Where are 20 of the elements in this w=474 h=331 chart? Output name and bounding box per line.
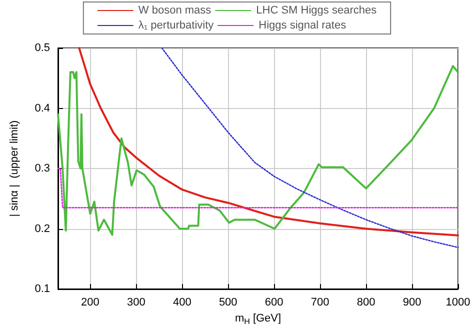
y-tick-label: 0.2 [34, 222, 50, 235]
y-axis-title: | sinα | (upper limit) [8, 120, 20, 217]
x-tick-label: 300 [126, 296, 146, 308]
line-series [161, 47, 459, 248]
legend-label: W boson mass [138, 4, 212, 16]
x-tick-label: 700 [310, 296, 330, 308]
y-tick-label: 0.4 [34, 102, 50, 114]
x-tick-label: 800 [356, 296, 376, 308]
x-tick-label: 400 [172, 296, 192, 308]
x-tick-label: 200 [81, 296, 100, 308]
legend-label: λ₁ perturbativity [138, 20, 214, 32]
legend-label: Higgs signal rates [258, 20, 347, 32]
y-tick-label: 0.5 [34, 42, 50, 54]
x-tick-label: 500 [218, 296, 238, 308]
legend-label: LHC SM Higgs searches [256, 4, 378, 16]
x-tick-label: 600 [264, 296, 284, 308]
x-tick-label: 900 [402, 296, 422, 308]
y-tick-label: 0.1 [34, 283, 50, 295]
x-tick-label: 1000 [446, 296, 470, 308]
y-tick-label: 0.3 [34, 162, 50, 174]
